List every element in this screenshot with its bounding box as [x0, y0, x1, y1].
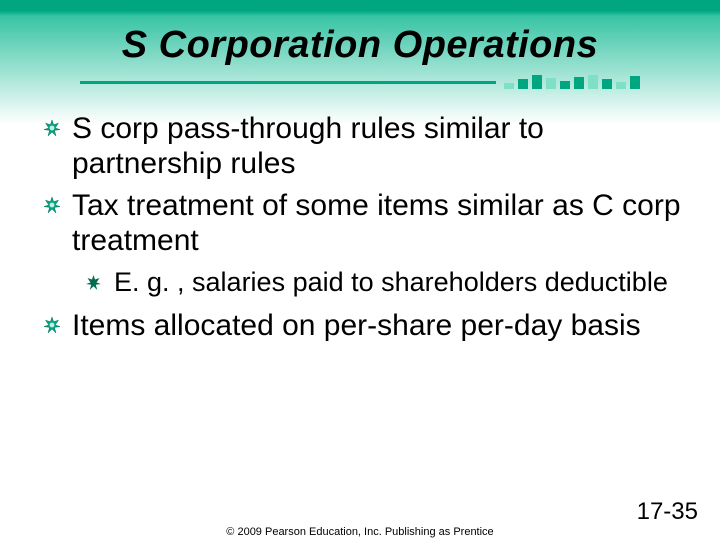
bullet-level-1: S corp pass-through rules similar to par… [44, 111, 684, 182]
bullet-level-1: Items allocated on per-share per-day bas… [44, 308, 684, 343]
bullet-text: E. g. , salaries paid to shareholders de… [114, 267, 668, 297]
starburst-icon [44, 317, 60, 333]
bullet-text: Tax treatment of some items similar as C… [72, 189, 681, 257]
bullet-text: Items allocated on per-share per-day bas… [72, 309, 641, 342]
bullet-level-2: E. g. , salaries paid to shareholders de… [44, 267, 684, 299]
bullet-level-1: Tax treatment of some items similar as C… [44, 188, 684, 259]
slide-body: S corp pass-through rules similar to par… [0, 89, 720, 344]
starburst-solid-icon [86, 275, 101, 290]
copyright-footer: © 2009 Pearson Education, Inc. Publishin… [0, 526, 720, 538]
starburst-icon [44, 120, 60, 136]
starburst-icon [44, 197, 60, 213]
accent-underline [80, 75, 640, 89]
page-number: 17-35 [637, 498, 698, 526]
slide-title: S Corporation Operations [0, 24, 720, 67]
bullet-text: S corp pass-through rules similar to par… [72, 112, 544, 180]
